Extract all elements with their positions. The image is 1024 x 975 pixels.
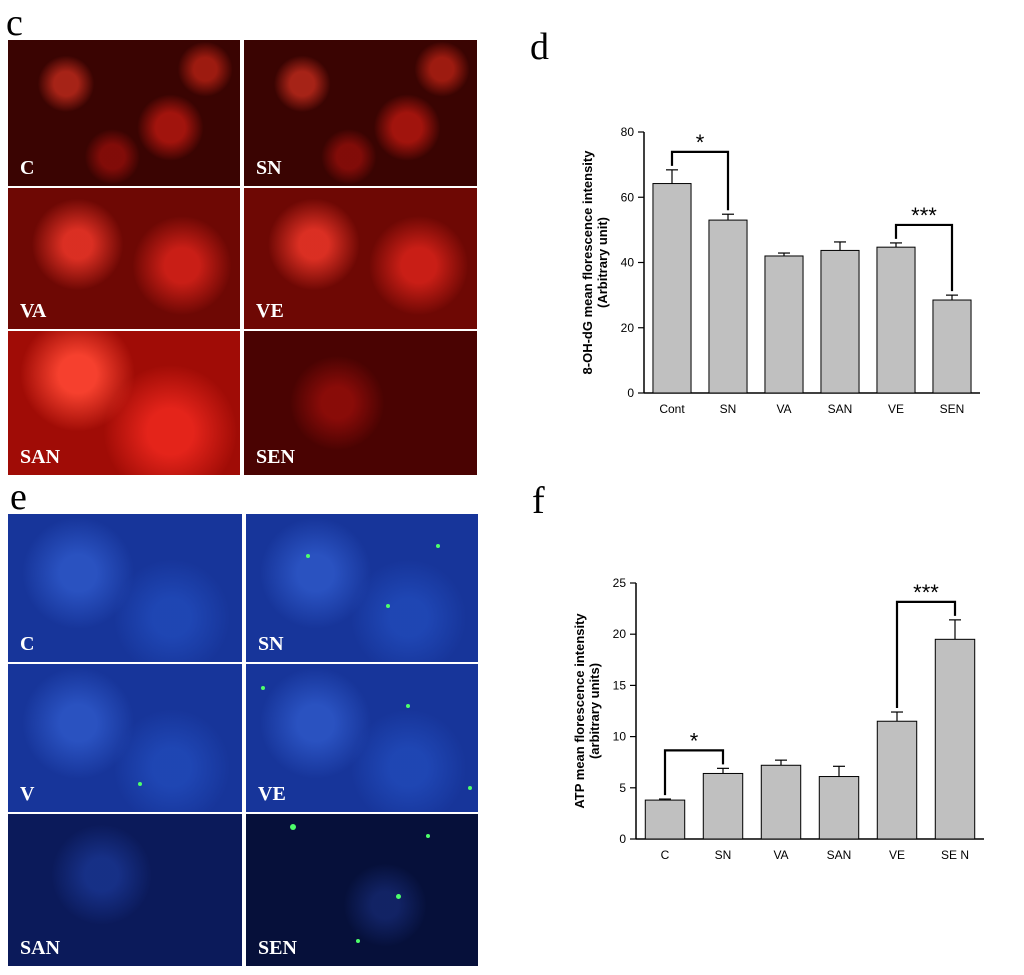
chart-d-x-tick-label: SN (720, 402, 737, 416)
chart-f-y-tick-label: 15 (613, 678, 627, 692)
chart-d-bar (708, 219, 748, 394)
chart-d-significance-label: *** (911, 203, 937, 228)
chart-f-x-tick-label: SE N (941, 848, 969, 862)
micrograph-label: SEN (258, 937, 297, 959)
chart-f-bar (934, 638, 976, 840)
micrograph-c-SEN: SEN (244, 331, 477, 475)
panel-letter-c: c (6, 2, 23, 44)
micrograph-label: C (20, 157, 35, 179)
micrograph-label: SAN (20, 937, 61, 959)
micrograph-c-C: C (8, 40, 240, 186)
chart-f-significance-bracket (663, 749, 725, 796)
micrograph-label: VE (258, 783, 286, 805)
micrograph-e-C: C (8, 514, 242, 662)
chart-d-significance-bracket (670, 150, 730, 211)
chart-d-x-tick-label: Cont (659, 402, 685, 416)
chart-d-x-tick-label: SEN (940, 402, 965, 416)
chart-d-y-tick-label: 40 (621, 256, 635, 270)
micrograph-label: V (20, 783, 35, 805)
chart-d-bar (932, 299, 972, 394)
chart-d-bar (652, 183, 692, 394)
chart-d-bar (820, 249, 860, 394)
chart-f-y-tick-label: 0 (619, 832, 626, 846)
micrograph-e-V: V (8, 664, 242, 812)
micrograph-label: SN (258, 633, 284, 655)
chart-d-y-tick-label: 0 (627, 386, 634, 400)
micrograph-label: SN (256, 157, 282, 179)
chart-d-bar (764, 255, 804, 394)
chart-d-y-tick-label: 20 (621, 321, 635, 335)
chart-d-x-tick-label: SAN (828, 402, 853, 416)
chart-f-x-tick-label: C (661, 848, 670, 862)
micrograph-e-VE: VE (246, 664, 478, 812)
chart-f-x-tick-label: SAN (827, 848, 852, 862)
micrograph-label: SEN (256, 446, 295, 468)
chart-f-significance-bracket (895, 600, 957, 709)
chart-d-x-tick-label: VE (888, 402, 904, 416)
chart-f-bar (818, 776, 860, 840)
panel-letter-d: d (530, 26, 549, 68)
chart-f-y-tick-label: 5 (619, 781, 626, 795)
chart-f-significance-label: *** (913, 580, 939, 605)
micrograph-c-VE: VE (244, 188, 477, 329)
chart-f-bar (702, 772, 744, 840)
micrograph-c-SN: SN (244, 40, 477, 186)
chart-f-bar (876, 720, 918, 840)
chart-f-x-tick-label: VE (889, 848, 905, 862)
micrograph-label: C (20, 633, 35, 655)
micrograph-e-SN: SN (246, 514, 478, 662)
panel-letter-e: e (10, 476, 27, 518)
chart-d-significance-bracket (894, 223, 954, 292)
chart-f-y-label-2: (arbitrary units) (587, 663, 602, 759)
chart-f-y-label: ATP mean florescence intensity (572, 613, 587, 809)
panel-letter-f: f (532, 480, 545, 522)
micrograph-label: SAN (20, 446, 61, 468)
chart-d-y-label-2: (Arbitrary unit) (595, 217, 610, 308)
chart-d-y-label: 8-OH-dG mean florescence intensity (580, 150, 595, 375)
chart-f-significance-label: * (690, 728, 699, 753)
chart-d-significance-label: * (696, 130, 705, 155)
chart-d-8ohdg: 0 20 40 60 80 8-OH-dG mean florescence intens… (580, 125, 980, 416)
chart-d-y-tick-label: 60 (621, 190, 635, 204)
micrograph-c-SAN: SAN (8, 331, 240, 475)
micrograph-e-SEN: SEN (246, 814, 478, 966)
chart-f-y-tick-label: 20 (613, 627, 627, 641)
chart-f-bar (644, 799, 686, 840)
chart-d-y-tick-label: 80 (621, 125, 635, 139)
micrograph-c-VA: VA (8, 188, 240, 329)
micrograph-e-SAN: SAN (8, 814, 242, 966)
chart-f-y-tick-label: 10 (613, 730, 627, 744)
micrograph-label: VA (20, 300, 47, 322)
chart-d-bar (876, 246, 916, 394)
chart-f-x-tick-label: SN (715, 848, 732, 862)
chart-f-x-tick-label: VA (773, 848, 788, 862)
micrograph-label: VE (256, 300, 284, 322)
chart-d-x-tick-label: VA (776, 402, 791, 416)
chart-f-y-tick-label: 25 (613, 576, 627, 590)
chart-f-bar (760, 764, 802, 840)
chart-f-atp: 0 5 10 15 20 25 ATP mean florescence intensity… (572, 576, 984, 862)
